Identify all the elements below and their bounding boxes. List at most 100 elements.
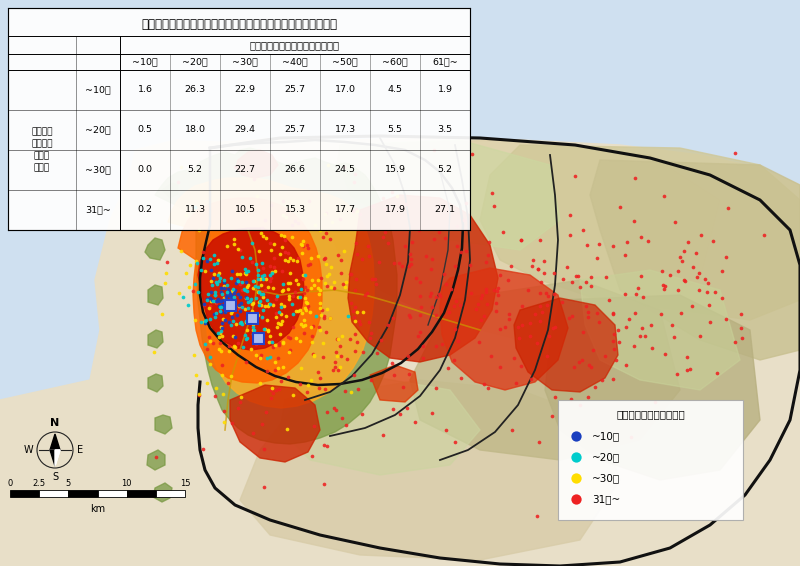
Point	[473, 337, 486, 346]
Bar	[225, 300, 236, 311]
Point	[658, 349, 671, 358]
Bar	[8, 8, 470, 230]
Point	[324, 235, 337, 244]
Point	[674, 252, 686, 261]
Point	[150, 452, 162, 461]
Point	[205, 297, 218, 306]
Point	[528, 309, 541, 318]
Point	[282, 278, 294, 288]
Point	[222, 285, 234, 294]
Point	[218, 418, 230, 427]
Point	[270, 385, 282, 394]
Polygon shape	[320, 140, 720, 340]
Point	[362, 242, 374, 251]
Point	[238, 268, 251, 277]
Point	[482, 251, 494, 260]
Point	[234, 298, 247, 307]
Point	[357, 348, 370, 357]
Point	[588, 383, 601, 392]
Point	[298, 294, 311, 303]
Point	[532, 264, 545, 273]
Point	[218, 284, 230, 293]
Point	[258, 271, 270, 280]
Point	[277, 196, 290, 205]
Polygon shape	[50, 450, 55, 466]
Point	[205, 288, 218, 297]
Point	[171, 177, 184, 186]
Point	[306, 452, 318, 461]
Point	[540, 351, 553, 361]
Point	[267, 301, 280, 310]
Point	[455, 374, 468, 383]
Point	[206, 295, 218, 305]
Point	[337, 279, 350, 288]
Point	[319, 229, 332, 238]
Point	[284, 268, 297, 277]
Point	[207, 273, 220, 282]
Point	[592, 318, 605, 327]
Point	[211, 295, 224, 304]
Point	[280, 213, 293, 222]
Point	[334, 363, 347, 372]
Point	[234, 319, 246, 328]
Point	[630, 289, 643, 298]
Point	[298, 320, 311, 329]
Point	[297, 236, 310, 245]
Point	[226, 267, 238, 276]
Point	[215, 284, 228, 293]
Point	[210, 299, 222, 308]
Point	[625, 433, 638, 442]
Point	[229, 163, 242, 172]
Point	[261, 315, 274, 324]
Point	[355, 255, 368, 264]
Point	[414, 292, 426, 301]
Point	[564, 210, 577, 219]
Point	[244, 310, 257, 319]
Point	[217, 389, 230, 398]
Point	[214, 322, 227, 331]
Point	[623, 314, 636, 323]
Point	[220, 290, 233, 299]
Polygon shape	[440, 268, 568, 390]
Point	[230, 319, 242, 328]
Point	[234, 246, 246, 255]
Point	[540, 301, 553, 310]
Point	[735, 324, 748, 333]
Point	[253, 333, 266, 342]
Point	[314, 303, 326, 312]
Point	[542, 291, 555, 301]
Point	[538, 269, 550, 278]
Point	[327, 283, 340, 292]
Point	[281, 372, 294, 381]
Point	[507, 353, 520, 362]
Point	[226, 301, 239, 310]
Point	[240, 282, 253, 291]
Point	[296, 271, 309, 280]
Point	[231, 245, 244, 254]
Point	[217, 314, 230, 323]
Point	[590, 308, 603, 318]
Point	[403, 312, 416, 321]
Point	[351, 337, 364, 346]
Point	[490, 298, 502, 307]
Point	[246, 428, 259, 438]
Point	[351, 250, 364, 259]
Point	[365, 328, 378, 337]
Point	[334, 255, 347, 264]
Point	[243, 318, 256, 327]
Text: 5.2: 5.2	[438, 165, 453, 174]
Point	[666, 320, 678, 329]
Point	[339, 282, 352, 291]
Text: 29.4: 29.4	[234, 126, 255, 135]
Point	[302, 380, 314, 389]
Point	[267, 262, 280, 271]
Point	[484, 351, 497, 361]
Text: 17.3: 17.3	[334, 126, 355, 135]
Point	[250, 340, 262, 349]
Polygon shape	[50, 434, 60, 450]
Point	[361, 288, 374, 297]
Point	[217, 295, 230, 304]
Point	[198, 301, 210, 310]
Point	[373, 258, 386, 267]
Text: 5.5: 5.5	[387, 126, 402, 135]
